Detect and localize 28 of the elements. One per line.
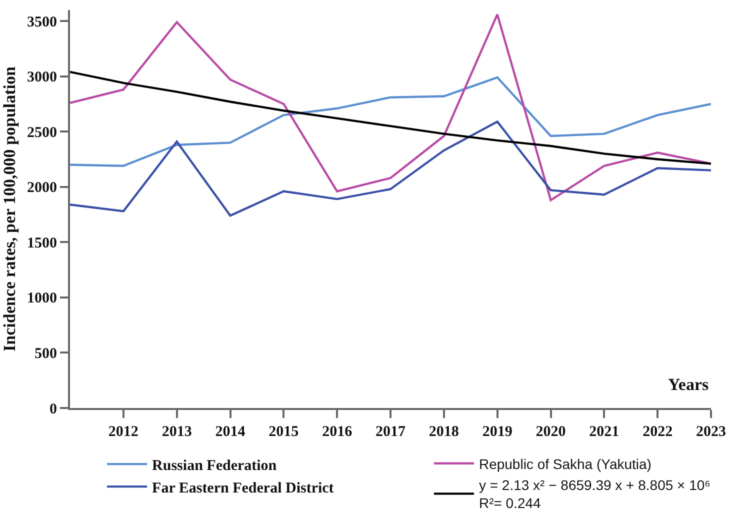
x-tick-label: 2017 bbox=[376, 424, 406, 440]
x-tick-label: 2023 bbox=[696, 424, 726, 440]
line-series bbox=[70, 13, 711, 202]
y-tick-label: 0 bbox=[50, 401, 57, 418]
y-axis-title: Incidence rates, per 100,000 population bbox=[0, 66, 19, 352]
legend-label: Far Eastern Federal District bbox=[152, 480, 334, 496]
y-tick-label: 2500 bbox=[27, 124, 57, 141]
line-series bbox=[70, 120, 711, 217]
x-tick-label: 2014 bbox=[215, 424, 246, 440]
y-tick-label: 3000 bbox=[27, 70, 57, 86]
y-tick-label: 2000 bbox=[27, 180, 57, 196]
y-tick-label: 3500 bbox=[27, 14, 57, 30]
y-tick-label: 1000 bbox=[27, 290, 57, 307]
x-tick-label: 2019 bbox=[482, 424, 512, 440]
x-tick-label: 2018 bbox=[428, 424, 459, 440]
x-tick-label: 2013 bbox=[162, 424, 192, 440]
y-tick-label: 1500 bbox=[27, 235, 57, 252]
x-tick-label: 2016 bbox=[322, 424, 353, 440]
x-tick-label: 2015 bbox=[268, 424, 299, 440]
x-tick-label: 2012 bbox=[108, 424, 138, 440]
legend-label: y = 2.13 x² − 8659.39 x + 8.805 × 10⁶ R²= 0.244 bbox=[478, 477, 710, 512]
x-tick-label: 2022 bbox=[642, 424, 673, 440]
x-tick-label: 2020 bbox=[536, 424, 566, 440]
x-tick-label: 2021 bbox=[589, 424, 620, 440]
y-tick-label: 500 bbox=[34, 346, 57, 362]
legend-label: Republic of Sakha (Yakutia) bbox=[478, 456, 652, 472]
x-axis-title: Years bbox=[668, 375, 709, 394]
legend-label: Russian Federation bbox=[152, 458, 278, 474]
